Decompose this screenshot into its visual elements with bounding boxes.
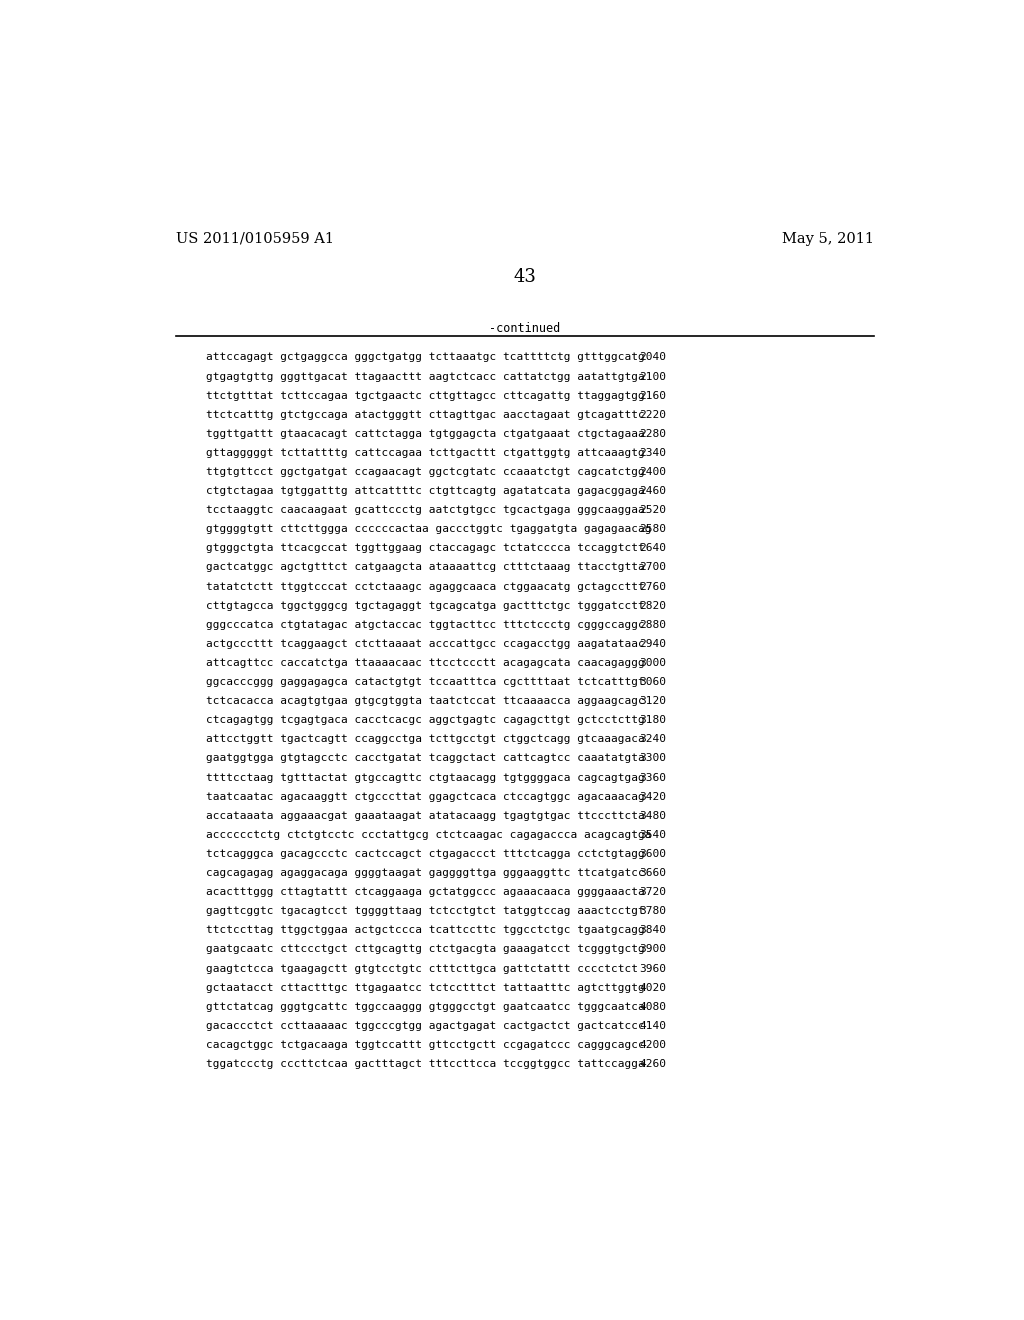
Text: 2880: 2880 (640, 620, 667, 630)
Text: tctcagggca gacagccctc cactccagct ctgagaccct tttctcagga cctctgtagg: tctcagggca gacagccctc cactccagct ctgagac… (206, 849, 644, 859)
Text: ctgtctagaa tgtggatttg attcattttc ctgttcagtg agatatcata gagacggaga: ctgtctagaa tgtggatttg attcattttc ctgttca… (206, 486, 644, 496)
Text: US 2011/0105959 A1: US 2011/0105959 A1 (176, 231, 334, 246)
Text: accataaata aggaaacgat gaaataagat atatacaagg tgagtgtgac ttcccttcta: accataaata aggaaacgat gaaataagat atataca… (206, 810, 644, 821)
Text: gctaatacct cttactttgc ttgagaatcc tctcctttct tattaatttc agtcttggtg: gctaatacct cttactttgc ttgagaatcc tctcctt… (206, 982, 644, 993)
Text: ggcacccggg gaggagagca catactgtgt tccaatttca cgcttttaat tctcatttgt: ggcacccggg gaggagagca catactgtgt tccaatt… (206, 677, 644, 688)
Text: acccccctctg ctctgtcctc ccctattgcg ctctcaagac cagagaccca acagcagtga: acccccctctg ctctgtcctc ccctattgcg ctctca… (206, 830, 651, 840)
Text: gttctatcag gggtgcattc tggccaaggg gtgggcctgt gaatcaatcc tgggcaatca: gttctatcag gggtgcattc tggccaaggg gtgggcc… (206, 1002, 644, 1011)
Text: 3420: 3420 (640, 792, 667, 801)
Text: 2700: 2700 (640, 562, 667, 573)
Text: 4080: 4080 (640, 1002, 667, 1011)
Text: gttagggggt tcttattttg cattccagaa tcttgacttt ctgattggtg attcaaagtg: gttagggggt tcttattttg cattccagaa tcttgac… (206, 447, 644, 458)
Text: ttctcatttg gtctgccaga atactgggtt cttagttgac aacctagaat gtcagatttc: ttctcatttg gtctgccaga atactgggtt cttagtt… (206, 409, 644, 420)
Text: 2760: 2760 (640, 582, 667, 591)
Text: ttgtgttcct ggctgatgat ccagaacagt ggctcgtatc ccaaatctgt cagcatctgg: ttgtgttcct ggctgatgat ccagaacagt ggctcgt… (206, 467, 644, 477)
Text: 3600: 3600 (640, 849, 667, 859)
Text: 3240: 3240 (640, 734, 667, 744)
Text: 4260: 4260 (640, 1059, 667, 1069)
Text: 3180: 3180 (640, 715, 667, 725)
Text: 2640: 2640 (640, 544, 667, 553)
Text: tcctaaggtc caacaagaat gcattccctg aatctgtgcc tgcactgaga gggcaaggaa: tcctaaggtc caacaagaat gcattccctg aatctgt… (206, 506, 644, 515)
Text: cttgtagcca tggctgggcg tgctagaggt tgcagcatga gactttctgc tgggatcctt: cttgtagcca tggctgggcg tgctagaggt tgcagca… (206, 601, 644, 611)
Text: ttctgtttat tcttccagaa tgctgaactc cttgttagcc cttcagattg ttaggagtgg: ttctgtttat tcttccagaa tgctgaactc cttgtta… (206, 391, 644, 401)
Text: 3120: 3120 (640, 696, 667, 706)
Text: 3000: 3000 (640, 657, 667, 668)
Text: 2580: 2580 (640, 524, 667, 535)
Text: 2940: 2940 (640, 639, 667, 649)
Text: 3360: 3360 (640, 772, 667, 783)
Text: 2340: 2340 (640, 447, 667, 458)
Text: gtggggtgtt cttcttggga ccccccactaa gaccctggtc tgaggatgta gagagaacag: gtggggtgtt cttcttggga ccccccactaa gaccct… (206, 524, 651, 535)
Text: gaagtctcca tgaagagctt gtgtcctgtc ctttcttgca gattctattt cccctctct: gaagtctcca tgaagagctt gtgtcctgtc ctttctt… (206, 964, 638, 974)
Text: 2820: 2820 (640, 601, 667, 611)
Text: tggatccctg cccttctcaa gactttagct tttccttcca tccggtggcc tattccagga: tggatccctg cccttctcaa gactttagct tttcctt… (206, 1059, 644, 1069)
Text: tggttgattt gtaacacagt cattctagga tgtggagcta ctgatgaaat ctgctagaaa: tggttgattt gtaacacagt cattctagga tgtggag… (206, 429, 644, 438)
Text: 2220: 2220 (640, 409, 667, 420)
Text: 3540: 3540 (640, 830, 667, 840)
Text: cacagctggc tctgacaaga tggtccattt gttcctgctt ccgagatccc cagggcagcc: cacagctggc tctgacaaga tggtccattt gttcctg… (206, 1040, 644, 1049)
Text: 3900: 3900 (640, 944, 667, 954)
Text: gactcatggc agctgtttct catgaagcta ataaaattcg ctttctaaag ttacctgtta: gactcatggc agctgtttct catgaagcta ataaaat… (206, 562, 644, 573)
Text: acactttggg cttagtattt ctcaggaaga gctatggccc agaaacaaca ggggaaacta: acactttggg cttagtattt ctcaggaaga gctatgg… (206, 887, 644, 898)
Text: gagttcggtc tgacagtcct tggggttaag tctcctgtct tatggtccag aaactcctgt: gagttcggtc tgacagtcct tggggttaag tctcctg… (206, 907, 644, 916)
Text: 3840: 3840 (640, 925, 667, 936)
Text: 3060: 3060 (640, 677, 667, 688)
Text: gggcccatca ctgtatagac atgctaccac tggtacttcc tttctccctg cgggccaggc: gggcccatca ctgtatagac atgctaccac tggtact… (206, 620, 644, 630)
Text: gtgagtgttg gggttgacat ttagaacttt aagtctcacc cattatctgg aatattgtga: gtgagtgttg gggttgacat ttagaacttt aagtctc… (206, 371, 644, 381)
Text: attcagttcc caccatctga ttaaaacaac ttcctccctt acagagcata caacagaggg: attcagttcc caccatctga ttaaaacaac ttcctcc… (206, 657, 644, 668)
Text: 3300: 3300 (640, 754, 667, 763)
Text: ctcagagtgg tcgagtgaca cacctcacgc aggctgagtc cagagcttgt gctcctcttg: ctcagagtgg tcgagtgaca cacctcacgc aggctga… (206, 715, 644, 725)
Text: gaatggtgga gtgtagcctc cacctgatat tcaggctact cattcagtcc caaatatgta: gaatggtgga gtgtagcctc cacctgatat tcaggct… (206, 754, 644, 763)
Text: 4140: 4140 (640, 1020, 667, 1031)
Text: 4200: 4200 (640, 1040, 667, 1049)
Text: cagcagagag agaggacaga ggggtaagat gaggggttga gggaaggttc ttcatgatcc: cagcagagag agaggacaga ggggtaagat gaggggt… (206, 869, 644, 878)
Text: 2100: 2100 (640, 371, 667, 381)
Text: gaatgcaatc cttccctgct cttgcagttg ctctgacgta gaaagatcct tcgggtgctg: gaatgcaatc cttccctgct cttgcagttg ctctgac… (206, 944, 644, 954)
Text: attcctggtt tgactcagtt ccaggcctga tcttgcctgt ctggctcagg gtcaaagaca: attcctggtt tgactcagtt ccaggcctga tcttgcc… (206, 734, 644, 744)
Text: tatatctctt ttggtcccat cctctaaagc agaggcaaca ctggaacatg gctagccttt: tatatctctt ttggtcccat cctctaaagc agaggca… (206, 582, 644, 591)
Text: 4020: 4020 (640, 982, 667, 993)
Text: taatcaatac agacaaggtt ctgcccttat ggagctcaca ctccagtggc agacaaacag: taatcaatac agacaaggtt ctgcccttat ggagctc… (206, 792, 644, 801)
Text: 2280: 2280 (640, 429, 667, 438)
Text: gacaccctct ccttaaaaac tggcccgtgg agactgagat cactgactct gactcatccc: gacaccctct ccttaaaaac tggcccgtgg agactga… (206, 1020, 644, 1031)
Text: 3660: 3660 (640, 869, 667, 878)
Text: gtgggctgta ttcacgccat tggttggaag ctaccagagc tctatcccca tccaggtctt: gtgggctgta ttcacgccat tggttggaag ctaccag… (206, 544, 644, 553)
Text: 2040: 2040 (640, 352, 667, 363)
Text: 3480: 3480 (640, 810, 667, 821)
Text: attccagagt gctgaggcca gggctgatgg tcttaaatgc tcattttctg gtttggcatg: attccagagt gctgaggcca gggctgatgg tcttaaa… (206, 352, 644, 363)
Text: 2460: 2460 (640, 486, 667, 496)
Text: 43: 43 (513, 268, 537, 285)
Text: 2160: 2160 (640, 391, 667, 401)
Text: 3780: 3780 (640, 907, 667, 916)
Text: 3960: 3960 (640, 964, 667, 974)
Text: 2520: 2520 (640, 506, 667, 515)
Text: -continued: -continued (489, 322, 560, 335)
Text: tctcacacca acagtgtgaa gtgcgtggta taatctccat ttcaaaacca aggaagcagc: tctcacacca acagtgtgaa gtgcgtggta taatctc… (206, 696, 644, 706)
Text: 3720: 3720 (640, 887, 667, 898)
Text: ttctccttag ttggctggaa actgctccca tcattccttc tggcctctgc tgaatgcagg: ttctccttag ttggctggaa actgctccca tcattcc… (206, 925, 644, 936)
Text: May 5, 2011: May 5, 2011 (781, 231, 873, 246)
Text: ttttcctaag tgtttactat gtgccagttc ctgtaacagg tgtggggaca cagcagtgag: ttttcctaag tgtttactat gtgccagttc ctgtaac… (206, 772, 644, 783)
Text: 2400: 2400 (640, 467, 667, 477)
Text: actgcccttt tcaggaagct ctcttaaaat acccattgcc ccagacctgg aagatataac: actgcccttt tcaggaagct ctcttaaaat acccatt… (206, 639, 644, 649)
